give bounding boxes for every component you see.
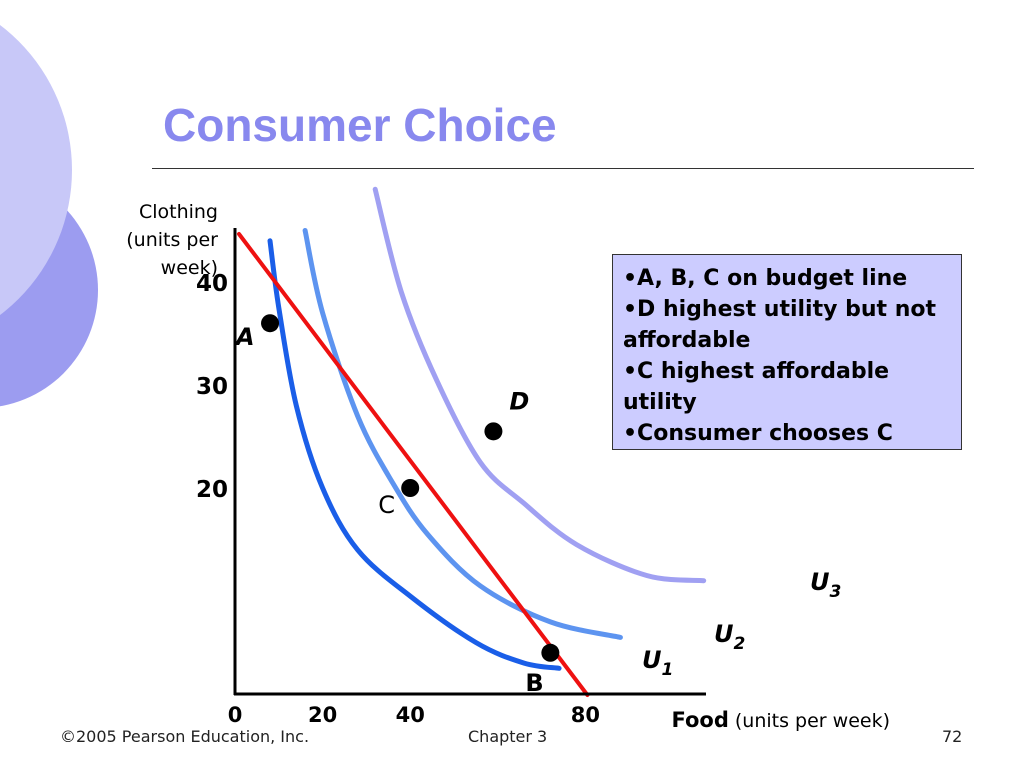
curve-label-u2: U2 xyxy=(714,620,745,654)
y-tick-label: 40 xyxy=(196,271,228,297)
footer-chapter: Chapter 3 xyxy=(468,727,548,746)
point-label-a: A xyxy=(234,323,255,351)
x-tick-label: 40 xyxy=(396,703,425,727)
decorative-circles xyxy=(0,25,98,407)
curve-label-letter: U xyxy=(810,568,830,596)
tick-labels: 0 20 40 80 20 30 40 xyxy=(196,271,600,727)
slide-title: Consumer Choice xyxy=(163,99,557,151)
point-label-c: C xyxy=(378,491,395,519)
notes-box: •A, B, C on budget line •D highest utili… xyxy=(612,254,962,450)
choice-points: A B C D xyxy=(234,314,560,697)
curve-label-u1: U1 xyxy=(642,646,673,680)
x-tick-label: 80 xyxy=(571,703,600,727)
indifference-curve-u2 xyxy=(302,228,623,640)
curve-label-u3: U3 xyxy=(810,568,841,602)
footer-copyright: ©2005 Pearson Education, Inc. xyxy=(60,727,310,746)
curve-label-letter: U xyxy=(714,620,734,648)
y-axis-label-line-2: (units per xyxy=(126,229,218,251)
decorative-circle-light xyxy=(0,25,72,315)
point-a xyxy=(261,314,280,333)
indifference-curve-u1 xyxy=(267,238,562,671)
note-item: •D highest utility but not affordable xyxy=(623,297,936,353)
y-tick-label: 20 xyxy=(196,477,228,503)
point-b xyxy=(541,643,560,662)
point-label-d: D xyxy=(509,387,529,415)
axis-labels: Clothing (units per week) Food (units per… xyxy=(126,201,890,732)
x-tick-label: 20 xyxy=(308,703,337,727)
point-d xyxy=(484,422,503,441)
curve-label-subscript: 3 xyxy=(830,582,842,602)
budget-line xyxy=(237,232,590,697)
y-axis-label-line-3: week) xyxy=(161,257,218,279)
title-underline xyxy=(152,168,974,169)
y-tick-label: 30 xyxy=(196,374,228,400)
x-axis-label: Food (units per week) xyxy=(672,708,891,732)
axes xyxy=(233,228,706,696)
curves xyxy=(237,186,707,697)
note-item: •A, B, C on budget line xyxy=(623,266,908,291)
note-item: •Consumer chooses C xyxy=(623,421,893,446)
y-axis-label-line-1: Clothing xyxy=(139,201,218,223)
indifference-curve-u3 xyxy=(372,186,707,584)
curve-label-letter: U xyxy=(642,646,662,674)
point-label-b: B xyxy=(525,669,543,697)
curve-label-subscript: 1 xyxy=(662,660,674,680)
curve-label-subscript: 2 xyxy=(734,634,746,654)
x-axis-label-units: (units per week) xyxy=(735,710,890,732)
point-c xyxy=(401,479,420,497)
x-axis-label-main: Food xyxy=(672,708,729,732)
note-item: •C highest affordable utility xyxy=(623,359,890,415)
footer-page-number: 72 xyxy=(942,727,963,746)
x-tick-label: 0 xyxy=(228,703,243,727)
